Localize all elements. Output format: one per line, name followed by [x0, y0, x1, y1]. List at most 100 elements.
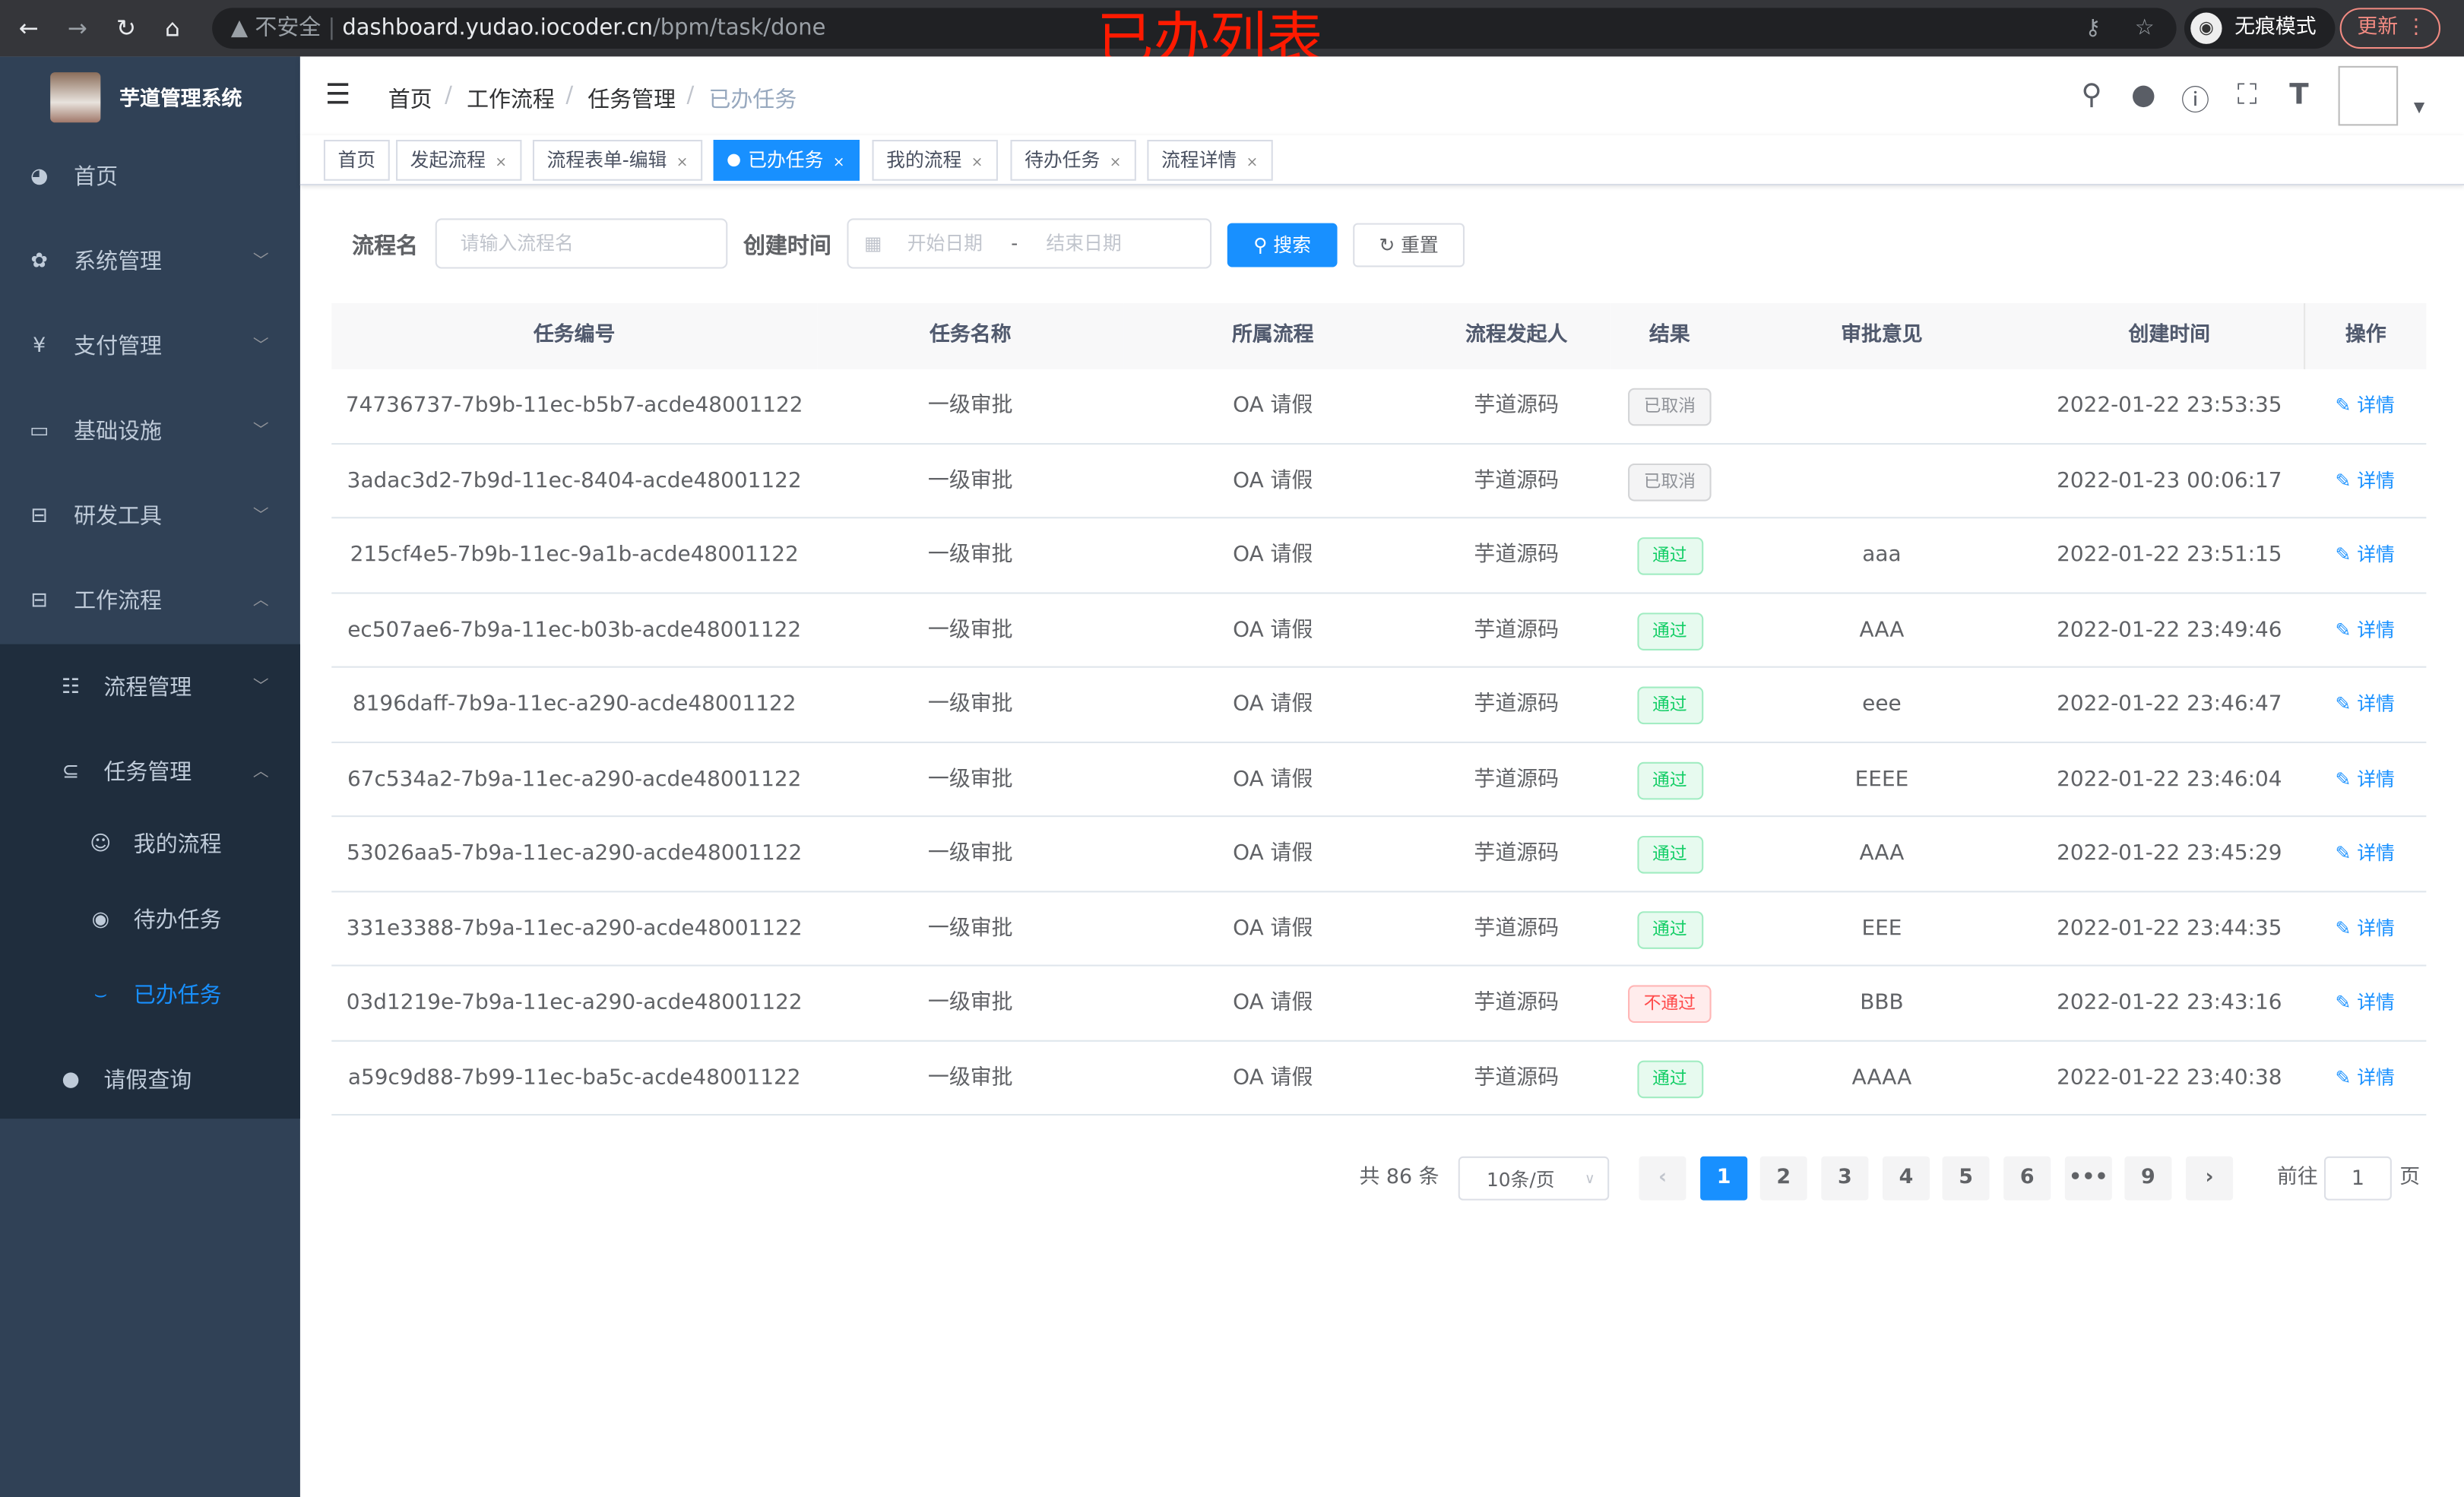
page-button[interactable]: 3 [1821, 1156, 1869, 1201]
page-button[interactable]: ••• [2064, 1156, 2112, 1201]
column-header: 审批意见 [1728, 303, 2035, 369]
page-button[interactable]: 4 [1882, 1156, 1930, 1201]
detail-button[interactable]: ✎ 详情 [2304, 369, 2426, 443]
breadcrumb-separator: / [565, 83, 574, 109]
logo [50, 72, 101, 123]
close-icon[interactable]: × [832, 155, 845, 172]
search-icon[interactable]: ⚲ [2081, 78, 2102, 112]
close-icon[interactable]: × [495, 155, 507, 172]
github-icon[interactable]: ● [2130, 78, 2156, 112]
search-button[interactable]: ⚲ 搜索 [1227, 223, 1338, 267]
avatar[interactable] [2338, 65, 2399, 126]
breadcrumb-workflow[interactable]: 工作流程 [467, 87, 555, 113]
detail-button[interactable]: ✎ 详情 [2304, 668, 2426, 742]
home-icon[interactable]: ⌂ [165, 14, 180, 43]
page-button[interactable]: 6 [2003, 1156, 2051, 1201]
help-icon[interactable]: ⓘ [2181, 84, 2210, 119]
tag-label: 发起流程 [410, 149, 486, 172]
detail-button[interactable]: ✎ 详情 [2304, 444, 2426, 517]
star-icon[interactable]: ☆ [2134, 15, 2155, 41]
sidebar-item-10[interactable]: ⌣ 已办任务 [0, 958, 300, 1033]
page-button[interactable]: 2 [1759, 1156, 1807, 1201]
tag-1[interactable]: 发起流程 × [396, 140, 521, 181]
detail-button[interactable]: ✎ 详情 [2304, 967, 2426, 1040]
cell-text: 一级审批 [927, 989, 1013, 1015]
update-label: 更新 [2357, 15, 2399, 40]
cell-text: 一级审批 [927, 392, 1013, 418]
cell-result: 通过 [1610, 742, 1728, 816]
sidebar-item-9[interactable]: ◉ 待办任务 [0, 883, 300, 958]
tag-4[interactable]: 我的流程 × [872, 140, 998, 181]
cell-comment: EEE [1728, 891, 2035, 965]
cell-time: 2022-01-22 23:46:47 [2035, 668, 2304, 742]
cell-time: 2022-01-22 23:45:29 [2035, 817, 2304, 891]
close-icon[interactable]: × [1246, 155, 1259, 172]
sidebar-item-1[interactable]: ✿ 系统管理 ﹀ [0, 220, 300, 305]
cell-text: OA 请假 [1233, 542, 1313, 568]
caret-down-icon[interactable]: ▼ [2413, 100, 2425, 117]
forward-icon[interactable]: → [67, 14, 87, 43]
sidebar-item-label: 我的流程 [133, 832, 222, 858]
column-header: 创建时间 [2035, 303, 2304, 369]
back-icon[interactable]: ← [18, 14, 39, 43]
sidebar-item-6[interactable]: ☷ 流程管理 ﹀ [0, 646, 300, 731]
incognito-icon: ◉ [2190, 12, 2222, 44]
reset-label: 重置 [1401, 234, 1439, 257]
incognito-badge[interactable]: ◉ 无痕模式 [2184, 8, 2336, 49]
breadcrumb-home[interactable]: 首页 [388, 87, 432, 113]
submenu-workflow [0, 644, 300, 1119]
close-icon[interactable]: × [971, 155, 983, 172]
cell-text: OA 请假 [1233, 840, 1313, 866]
prev-page-button[interactable]: ‹ [1639, 1156, 1686, 1201]
close-icon[interactable]: × [676, 155, 689, 172]
sidebar-item-11[interactable]: ● 请假查询 [0, 1039, 300, 1124]
cell-name: 一级审批 [817, 891, 1123, 965]
font-size-icon[interactable]: T [2289, 78, 2309, 112]
detail-button[interactable]: ✎ 详情 [2304, 891, 2426, 965]
fullscreen-icon[interactable]: ⛶ [2237, 78, 2257, 112]
chevron-down-icon: ﹀ [252, 337, 269, 356]
tag-3[interactable]: 已办任务 × [713, 140, 860, 181]
address-bar[interactable]: ▲ 不安全 | dashboard.yudao.iocoder.cn/bpm/t… [212, 8, 2177, 49]
page-size-select[interactable]: 10条/页 ∨ [1458, 1156, 1610, 1201]
reset-button[interactable]: ↻ 重置 [1353, 223, 1465, 267]
tag-6[interactable]: 流程详情 × [1147, 140, 1272, 181]
update-button[interactable]: 更新 ⋮ [2339, 8, 2440, 49]
detail-button[interactable]: ✎ 详情 [2304, 1041, 2426, 1115]
page-button[interactable]: 9 [2124, 1156, 2172, 1201]
table-row: 215cf4e5-7b9b-11ec-9a1b-acde48001122 一级审批… [331, 518, 2427, 593]
detail-button[interactable]: ✎ 详情 [2304, 518, 2426, 592]
sidebar-item-5[interactable]: ⊟ 工作流程 ︿ [0, 559, 300, 644]
sidebar-item-7[interactable]: ⊆ 任务管理 ︿ [0, 730, 300, 815]
toolbox-icon: ⊟ [30, 504, 48, 528]
next-page-button[interactable]: › [2186, 1156, 2234, 1201]
column-header: 结果 [1610, 303, 1729, 369]
detail-button[interactable]: ✎ 详情 [2304, 593, 2426, 667]
sidebar-item-2[interactable]: ¥ 支付管理 ﹀ [0, 305, 300, 390]
sidebar-item-4[interactable]: ⊟ 研发工具 ﹀ [0, 474, 300, 559]
end-date-input[interactable]: 结束日期 [1046, 233, 1122, 255]
goto-page-input[interactable]: 1 [2323, 1156, 2392, 1201]
detail-button[interactable]: ✎ 详情 [2304, 742, 2426, 816]
detail-button[interactable]: ✎ 详情 [2304, 817, 2426, 891]
reload-icon[interactable]: ↻ [116, 14, 137, 43]
page-button[interactable]: 5 [1942, 1156, 1990, 1201]
yen-icon: ¥ [33, 334, 46, 359]
sidebar-item-0[interactable]: ◕ 首页 [0, 135, 300, 220]
process-name-input[interactable]: 请输入流程名 [435, 218, 728, 269]
sidebar-item-3[interactable]: ▭ 基础设施 ﹀ [0, 390, 300, 475]
start-date-input[interactable]: 开始日期 [907, 233, 983, 255]
date-range-picker[interactable]: ▦ 开始日期 - 结束日期 [847, 218, 1212, 269]
sidebar-item-8[interactable]: ☺ 我的流程 [0, 808, 300, 883]
tag-5[interactable]: 待办任务 × [1010, 140, 1135, 181]
breadcrumb-task-mgmt[interactable]: 任务管理 [587, 87, 676, 113]
key-icon[interactable]: ⚷ [2085, 15, 2101, 41]
tag-2[interactable]: 流程表单-编辑 × [532, 140, 702, 181]
hamburger-icon[interactable]: ☰ [325, 78, 351, 112]
cell-starter: 芋道源码 [1422, 891, 1610, 965]
page-button[interactable]: 1 [1700, 1156, 1748, 1201]
tag-0[interactable]: 首页 [323, 140, 390, 181]
close-icon[interactable]: × [1109, 155, 1122, 172]
status-badge: 通过 [1636, 612, 1703, 650]
